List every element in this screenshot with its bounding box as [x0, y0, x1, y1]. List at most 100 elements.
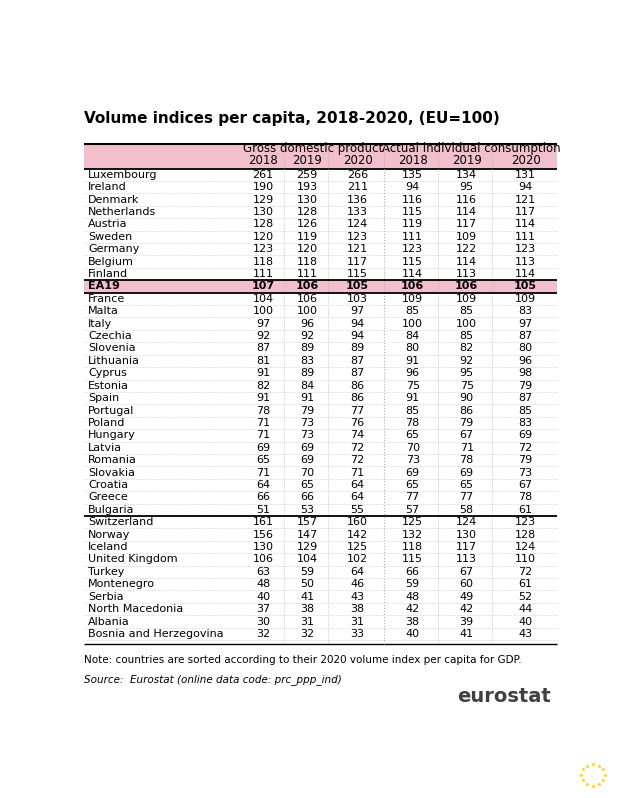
Text: 72: 72 — [518, 443, 533, 452]
Text: 193: 193 — [297, 182, 318, 192]
Text: 73: 73 — [300, 418, 315, 428]
Text: 50: 50 — [300, 579, 314, 589]
Text: 69: 69 — [300, 455, 315, 465]
Text: Austria: Austria — [88, 219, 127, 229]
Text: 118: 118 — [297, 257, 318, 267]
Text: 100: 100 — [297, 306, 318, 316]
Text: 133: 133 — [347, 207, 368, 217]
Text: 65: 65 — [406, 430, 420, 440]
Text: 46: 46 — [351, 579, 365, 589]
Text: 78: 78 — [406, 418, 420, 428]
Text: 31: 31 — [351, 617, 365, 626]
Text: 84: 84 — [406, 331, 420, 341]
Text: Portugal: Portugal — [88, 405, 134, 416]
Text: 72: 72 — [518, 567, 533, 577]
Text: 85: 85 — [460, 331, 473, 341]
Text: 118: 118 — [253, 257, 273, 267]
Text: Serbia: Serbia — [88, 591, 123, 602]
Text: 123: 123 — [347, 231, 368, 242]
Text: 83: 83 — [518, 418, 532, 428]
Text: Malta: Malta — [88, 306, 119, 316]
Text: 52: 52 — [518, 591, 532, 602]
Text: 117: 117 — [456, 542, 477, 552]
Text: 33: 33 — [351, 629, 365, 639]
Text: 266: 266 — [347, 170, 368, 180]
Text: 109: 109 — [456, 294, 477, 304]
Text: 113: 113 — [456, 555, 477, 564]
Text: 130: 130 — [297, 195, 318, 204]
Text: 125: 125 — [347, 542, 368, 552]
Text: 129: 129 — [297, 542, 318, 552]
Bar — [84, 280, 558, 293]
Text: 259: 259 — [297, 170, 318, 180]
Text: 96: 96 — [300, 318, 315, 329]
Text: 77: 77 — [351, 405, 365, 416]
Text: 124: 124 — [456, 517, 477, 527]
Text: 147: 147 — [297, 530, 318, 539]
Text: 78: 78 — [460, 455, 474, 465]
Text: 40: 40 — [256, 591, 270, 602]
Text: 73: 73 — [518, 468, 532, 477]
Text: 2020: 2020 — [511, 154, 541, 168]
Text: North Macedonia: North Macedonia — [88, 604, 183, 614]
Text: 109: 109 — [515, 294, 536, 304]
Text: 71: 71 — [351, 468, 365, 477]
Text: 2018: 2018 — [248, 154, 278, 168]
Text: Note: countries are sorted according to their 2020 volume index per capita for G: Note: countries are sorted according to … — [84, 655, 522, 665]
Text: Greece: Greece — [88, 492, 128, 503]
Text: 103: 103 — [347, 294, 368, 304]
Text: Lithuania: Lithuania — [88, 356, 140, 366]
Text: 65: 65 — [406, 480, 420, 490]
Text: 130: 130 — [253, 542, 273, 552]
Text: 128: 128 — [297, 207, 318, 217]
Text: 42: 42 — [406, 604, 420, 614]
Text: 2020: 2020 — [342, 154, 372, 168]
Text: 32: 32 — [256, 629, 270, 639]
Text: 128: 128 — [253, 219, 273, 229]
Text: 123: 123 — [515, 517, 536, 527]
Text: 72: 72 — [351, 443, 365, 452]
Text: 49: 49 — [460, 591, 474, 602]
Text: 2019: 2019 — [292, 154, 322, 168]
Text: 94: 94 — [351, 318, 365, 329]
Text: 92: 92 — [460, 356, 474, 366]
Text: 77: 77 — [460, 492, 474, 503]
Text: 60: 60 — [460, 579, 473, 589]
Text: 106: 106 — [297, 294, 318, 304]
Text: Switzerland: Switzerland — [88, 517, 153, 527]
Text: 94: 94 — [406, 182, 420, 192]
Text: 115: 115 — [402, 207, 423, 217]
Text: 73: 73 — [406, 455, 420, 465]
Text: 84: 84 — [300, 381, 315, 391]
Text: 91: 91 — [256, 393, 270, 403]
Text: 79: 79 — [518, 381, 533, 391]
Text: 91: 91 — [406, 356, 420, 366]
Text: 106: 106 — [296, 282, 319, 291]
Text: 67: 67 — [460, 430, 473, 440]
Text: Source:  Eurostat (online data code: prc_ppp_ind): Source: Eurostat (online data code: prc_… — [84, 674, 342, 685]
Text: 41: 41 — [460, 629, 473, 639]
Text: France: France — [88, 294, 125, 304]
Text: 116: 116 — [456, 195, 477, 204]
Text: 63: 63 — [256, 567, 270, 577]
Text: 124: 124 — [515, 542, 536, 552]
Text: 61: 61 — [518, 579, 532, 589]
Text: 71: 71 — [256, 418, 270, 428]
Text: 135: 135 — [402, 170, 423, 180]
Text: 79: 79 — [460, 418, 474, 428]
Text: 114: 114 — [515, 269, 536, 279]
Text: 76: 76 — [351, 418, 365, 428]
Text: 87: 87 — [518, 331, 533, 341]
Text: 75: 75 — [406, 381, 420, 391]
Text: 100: 100 — [402, 318, 423, 329]
Text: 86: 86 — [351, 381, 365, 391]
Text: Finland: Finland — [88, 269, 128, 279]
Text: 71: 71 — [256, 430, 270, 440]
Text: 131: 131 — [515, 170, 536, 180]
Text: 91: 91 — [300, 393, 315, 403]
Text: 91: 91 — [256, 369, 270, 378]
Text: Sweden: Sweden — [88, 231, 132, 242]
Text: 74: 74 — [351, 430, 365, 440]
Text: 106: 106 — [253, 555, 273, 564]
Text: 79: 79 — [518, 455, 533, 465]
